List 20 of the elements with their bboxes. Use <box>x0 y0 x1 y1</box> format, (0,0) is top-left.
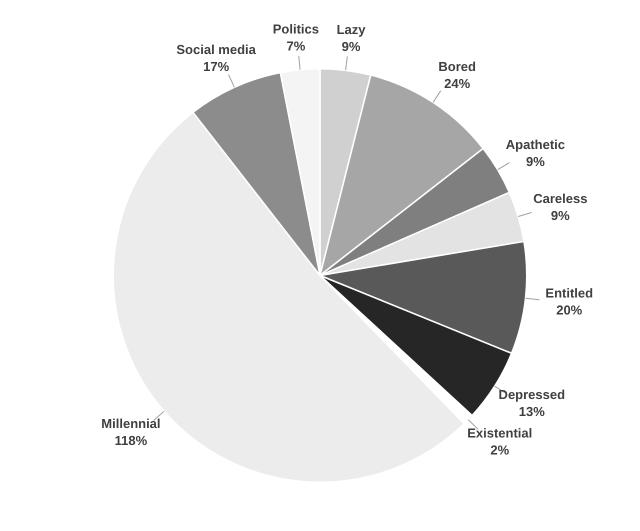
data-label: 118% <box>114 432 148 448</box>
slice-label: Careless <box>533 190 588 206</box>
data-label: 17% <box>203 58 230 74</box>
slice-label: Entitled <box>545 285 594 300</box>
data-label: 2% <box>490 442 510 458</box>
slice-label: Millennial <box>101 416 161 431</box>
data-label: 13% <box>518 404 546 419</box>
slice-label: Depressed <box>498 386 566 402</box>
slice-label: Social media <box>176 42 257 57</box>
data-label: 20% <box>556 302 583 318</box>
data-label: 24% <box>444 76 471 92</box>
data-label: 9% <box>550 208 570 223</box>
data-label: 9% <box>342 39 361 54</box>
slice-label: Bored <box>438 59 476 74</box>
slice-label: Lazy <box>336 22 366 38</box>
data-label: 9% <box>526 154 546 169</box>
slice-label: Politics <box>272 21 319 36</box>
slice-label: Apathetic <box>506 136 566 152</box>
data-label: 7% <box>286 38 306 54</box>
slice-label: Existential <box>467 426 532 441</box>
